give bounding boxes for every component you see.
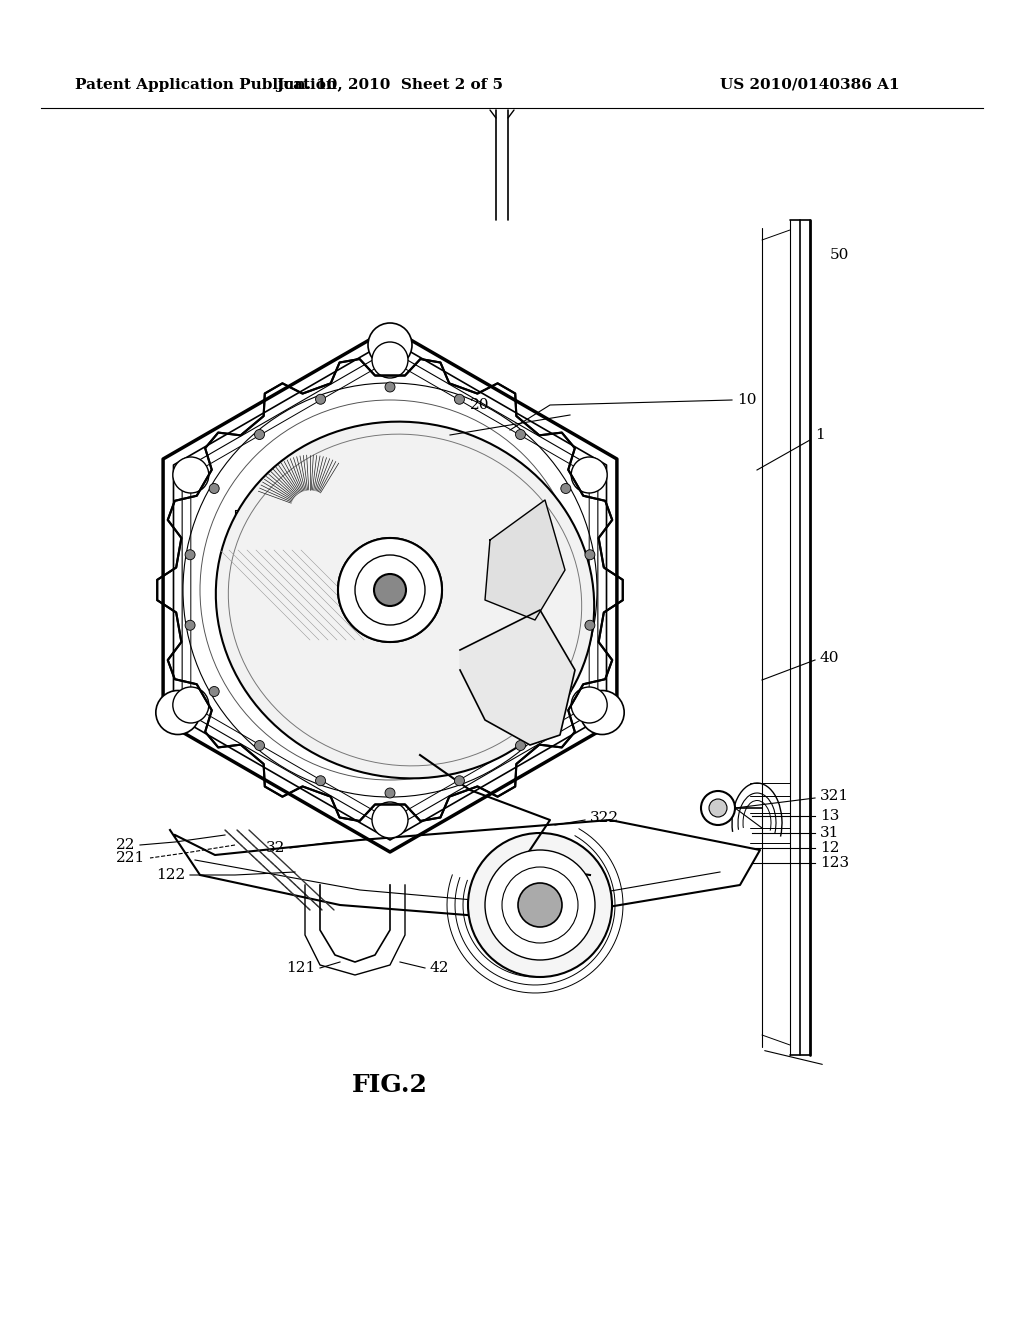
Text: Jun. 10, 2010  Sheet 2 of 5: Jun. 10, 2010 Sheet 2 of 5 — [276, 78, 504, 92]
Text: 50: 50 — [830, 248, 849, 261]
Circle shape — [355, 554, 425, 624]
Circle shape — [455, 776, 465, 785]
Circle shape — [185, 549, 196, 560]
Circle shape — [374, 574, 406, 606]
Circle shape — [315, 776, 326, 785]
Circle shape — [385, 788, 395, 799]
Circle shape — [709, 799, 727, 817]
Text: 32: 32 — [265, 841, 285, 855]
Circle shape — [581, 690, 625, 734]
Circle shape — [515, 741, 525, 751]
Text: US 2010/0140386 A1: US 2010/0140386 A1 — [720, 78, 900, 92]
Circle shape — [561, 686, 570, 697]
Text: 20: 20 — [470, 399, 489, 412]
Text: Patent Application Publication: Patent Application Publication — [75, 78, 337, 92]
Text: 221: 221 — [116, 851, 145, 865]
Circle shape — [355, 554, 425, 624]
Circle shape — [455, 395, 465, 404]
Circle shape — [585, 620, 595, 630]
Circle shape — [156, 690, 200, 734]
Circle shape — [518, 883, 562, 927]
Text: 22: 22 — [116, 838, 135, 851]
Circle shape — [372, 803, 408, 838]
Circle shape — [374, 574, 406, 606]
Text: 321: 321 — [820, 789, 849, 803]
Text: 1: 1 — [815, 428, 824, 442]
Circle shape — [185, 620, 196, 630]
Text: 121: 121 — [286, 961, 315, 975]
Circle shape — [173, 686, 209, 723]
Circle shape — [585, 549, 595, 560]
Text: 322: 322 — [590, 810, 620, 825]
Text: 122: 122 — [156, 869, 185, 882]
Text: 10: 10 — [737, 393, 757, 407]
Circle shape — [255, 429, 264, 440]
Ellipse shape — [216, 421, 594, 779]
Text: 13: 13 — [820, 809, 840, 822]
Circle shape — [515, 429, 525, 440]
Circle shape — [372, 342, 408, 378]
Circle shape — [338, 539, 442, 642]
Text: FIG.2: FIG.2 — [352, 1073, 428, 1097]
Text: 31: 31 — [820, 826, 840, 840]
Circle shape — [571, 686, 607, 723]
Polygon shape — [460, 610, 575, 744]
Circle shape — [468, 833, 612, 977]
Circle shape — [571, 457, 607, 492]
Text: 40: 40 — [820, 651, 840, 665]
Circle shape — [209, 686, 219, 697]
Circle shape — [209, 483, 219, 494]
Circle shape — [561, 483, 570, 494]
Circle shape — [385, 381, 395, 392]
Text: 42: 42 — [430, 961, 450, 975]
Circle shape — [368, 323, 412, 367]
Circle shape — [173, 457, 209, 492]
Circle shape — [255, 741, 264, 751]
Polygon shape — [485, 500, 565, 620]
Circle shape — [338, 539, 442, 642]
Text: 123: 123 — [820, 855, 849, 870]
Circle shape — [315, 395, 326, 404]
Text: 12: 12 — [820, 841, 840, 855]
Circle shape — [701, 791, 735, 825]
Circle shape — [485, 850, 595, 960]
